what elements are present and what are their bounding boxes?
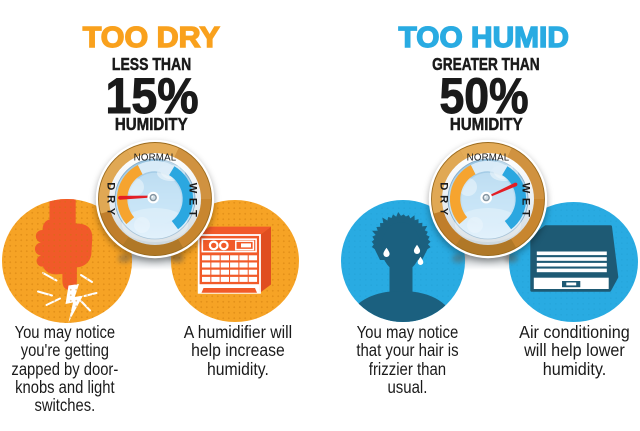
svg-text:NORMAL: NORMAL: [133, 152, 176, 163]
svg-text:NORMAL: NORMAL: [467, 152, 510, 163]
svg-text:WET: WET: [520, 182, 532, 216]
svg-text:WET: WET: [186, 182, 198, 216]
svg-text:DRY: DRY: [437, 182, 449, 216]
svg-text:DRY: DRY: [104, 182, 116, 216]
